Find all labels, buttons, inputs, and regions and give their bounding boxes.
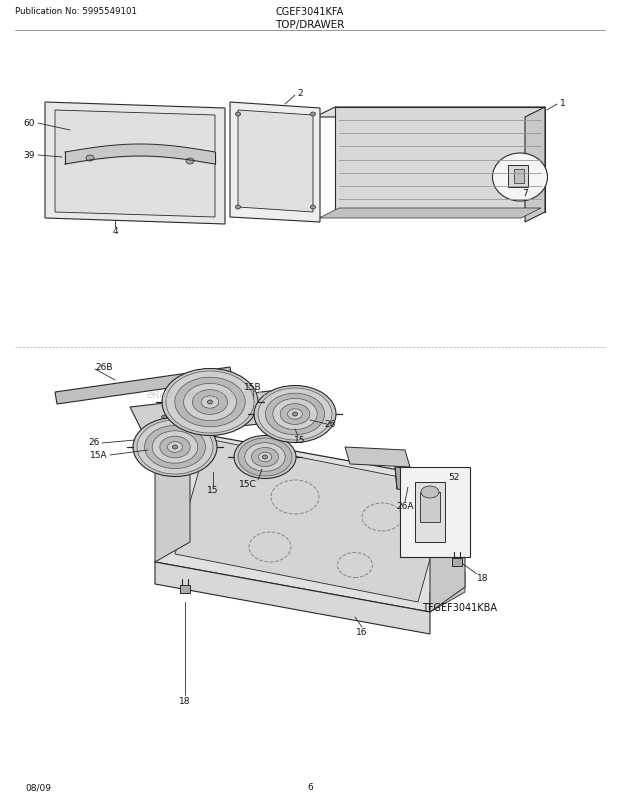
Text: 26: 26 xyxy=(324,420,335,429)
Ellipse shape xyxy=(252,448,278,467)
Text: Publication No: 5995549101: Publication No: 5995549101 xyxy=(15,7,137,17)
Ellipse shape xyxy=(280,404,310,425)
Ellipse shape xyxy=(162,369,258,436)
Text: CGEF3041KFA: CGEF3041KFA xyxy=(276,7,344,17)
Text: 15A: 15A xyxy=(91,451,108,460)
Polygon shape xyxy=(430,573,465,612)
Polygon shape xyxy=(430,477,465,612)
Ellipse shape xyxy=(421,486,439,498)
Ellipse shape xyxy=(311,206,316,210)
Polygon shape xyxy=(155,432,465,612)
Text: 18: 18 xyxy=(477,573,489,583)
Polygon shape xyxy=(238,111,313,213)
Ellipse shape xyxy=(197,411,203,415)
Ellipse shape xyxy=(258,388,332,440)
Ellipse shape xyxy=(184,384,236,421)
Ellipse shape xyxy=(202,396,219,409)
Text: 15: 15 xyxy=(207,486,219,495)
Polygon shape xyxy=(55,367,232,404)
Ellipse shape xyxy=(236,113,241,117)
Polygon shape xyxy=(230,103,320,223)
Ellipse shape xyxy=(262,456,267,460)
Polygon shape xyxy=(335,107,545,213)
Text: 16: 16 xyxy=(356,628,368,637)
Ellipse shape xyxy=(160,436,190,458)
Ellipse shape xyxy=(172,445,177,449)
Text: 1: 1 xyxy=(560,99,565,107)
Ellipse shape xyxy=(311,113,316,117)
Text: 26: 26 xyxy=(89,438,100,447)
Ellipse shape xyxy=(152,431,198,464)
Ellipse shape xyxy=(137,420,213,475)
Text: 4: 4 xyxy=(112,226,118,235)
Ellipse shape xyxy=(272,400,278,404)
Text: 26B: 26B xyxy=(95,363,112,372)
Text: 15C: 15C xyxy=(239,480,257,489)
Ellipse shape xyxy=(144,426,205,469)
Ellipse shape xyxy=(254,386,336,443)
Text: TOP/DRAWER: TOP/DRAWER xyxy=(275,20,345,30)
Text: TFGEF3041KBA: TFGEF3041KBA xyxy=(422,602,497,612)
Text: 08/09: 08/09 xyxy=(25,783,51,792)
Text: 52: 52 xyxy=(449,473,460,482)
Polygon shape xyxy=(180,585,190,593)
Polygon shape xyxy=(175,439,450,602)
Polygon shape xyxy=(415,482,445,542)
Ellipse shape xyxy=(273,399,317,430)
Polygon shape xyxy=(452,558,462,566)
Polygon shape xyxy=(514,170,524,184)
Ellipse shape xyxy=(259,452,272,462)
Ellipse shape xyxy=(238,439,292,476)
Ellipse shape xyxy=(86,156,94,162)
Ellipse shape xyxy=(234,436,296,479)
Polygon shape xyxy=(45,103,225,225)
Polygon shape xyxy=(155,562,430,634)
Polygon shape xyxy=(319,209,541,219)
Ellipse shape xyxy=(133,418,217,477)
Polygon shape xyxy=(395,468,422,492)
Ellipse shape xyxy=(265,394,325,435)
Text: 39: 39 xyxy=(24,152,35,160)
Ellipse shape xyxy=(288,409,303,419)
Polygon shape xyxy=(420,492,440,522)
Polygon shape xyxy=(525,107,545,223)
Polygon shape xyxy=(315,107,545,118)
Ellipse shape xyxy=(192,390,228,415)
Ellipse shape xyxy=(166,371,254,433)
Ellipse shape xyxy=(175,378,245,427)
Ellipse shape xyxy=(492,154,547,202)
Text: 15: 15 xyxy=(294,436,306,445)
Text: 7: 7 xyxy=(522,189,528,198)
Ellipse shape xyxy=(161,415,169,419)
Ellipse shape xyxy=(186,159,194,164)
Polygon shape xyxy=(508,166,528,188)
Text: 6: 6 xyxy=(307,783,313,792)
Ellipse shape xyxy=(236,406,244,410)
Ellipse shape xyxy=(167,442,183,453)
Text: 26A: 26A xyxy=(396,502,414,511)
Polygon shape xyxy=(345,448,410,468)
Polygon shape xyxy=(55,111,215,217)
Ellipse shape xyxy=(208,400,213,404)
Text: 60: 60 xyxy=(24,119,35,128)
Text: 2: 2 xyxy=(297,88,303,97)
Polygon shape xyxy=(400,468,470,557)
Text: eReplacementParts.com: eReplacementParts.com xyxy=(146,390,273,399)
Ellipse shape xyxy=(293,412,298,416)
Text: 18: 18 xyxy=(179,697,191,706)
Ellipse shape xyxy=(245,444,285,472)
Text: 15B: 15B xyxy=(244,383,262,392)
Polygon shape xyxy=(130,387,320,437)
Polygon shape xyxy=(155,432,190,562)
Ellipse shape xyxy=(236,206,241,210)
